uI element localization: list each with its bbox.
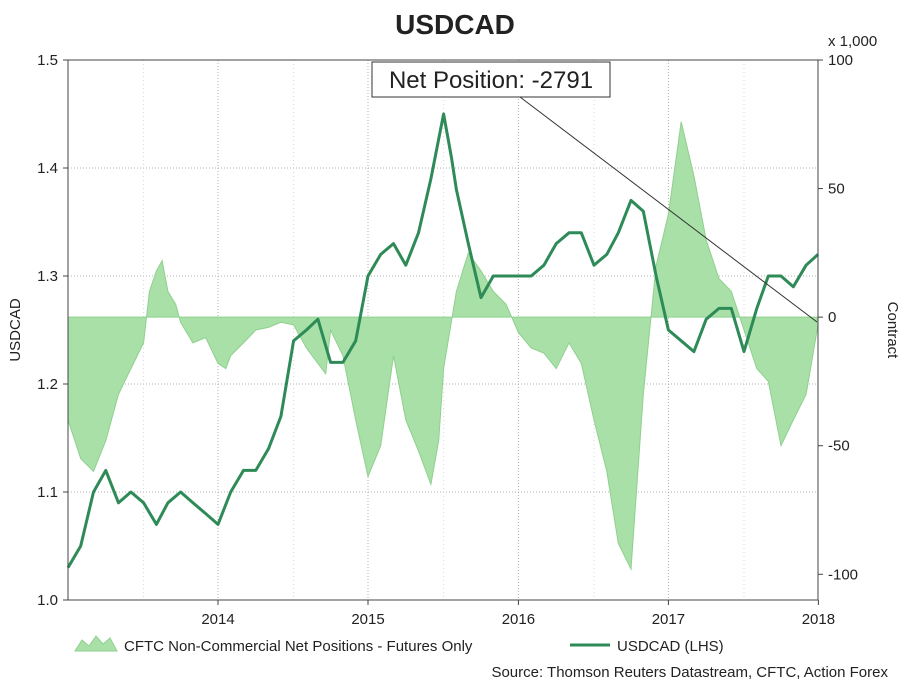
x-tick-label: 2015 [351,611,384,628]
net-positions-area-layer [67,121,819,571]
right-tick-label: -50 [828,438,850,455]
left-tick-label: 1.0 [37,592,58,609]
source-note: Source: Thomson Reuters Datastream, CFTC… [491,664,888,681]
plot-frame [67,59,819,601]
chart-title: USDCAD [395,9,515,40]
net-positions-area [67,121,819,571]
right-tick-label: 100 [828,52,853,69]
usdcad-line [66,112,820,569]
annotation-box [371,61,611,98]
annotation-text: Net Position: -2791 [389,67,593,94]
legend-area-swatch [74,635,118,652]
left-tick-label: 1.1 [37,484,58,501]
x-tick-label: 2018 [802,611,835,628]
right-tick-label: 0 [828,309,836,326]
legend: CFTC Non-Commercial Net Positions - Futu… [74,635,724,655]
x-tick-label: 2016 [502,611,535,628]
annotation-leader-line [519,96,818,323]
right-tick-label: -100 [828,566,858,583]
left-tick-label: 1.2 [37,376,58,393]
left-axis-ticks: 1.0 1.1 1.2 1.3 1.4 1.5 [37,52,68,609]
right-axis-multiplier: x 1,000 [828,33,877,50]
right-axis-title: Contract [884,302,901,360]
left-axis-title: USDCAD [7,298,24,362]
legend-label-usdcad: USDCAD (LHS) [617,638,724,655]
x-axis-ticks: 2014 2015 2016 2017 2018 [201,600,835,628]
x-tick-label: 2014 [201,611,234,628]
legend-label-net-positions: CFTC Non-Commercial Net Positions - Futu… [124,638,473,655]
right-axis-ticks: -100 -50 0 50 100 [818,52,858,583]
usdcad-line-layer [66,112,820,569]
left-tick-label: 1.4 [37,160,58,177]
left-tick-label: 1.5 [37,52,58,69]
right-tick-label: 50 [828,181,845,198]
left-tick-label: 1.3 [37,268,58,285]
x-tick-label: 2017 [652,611,685,628]
